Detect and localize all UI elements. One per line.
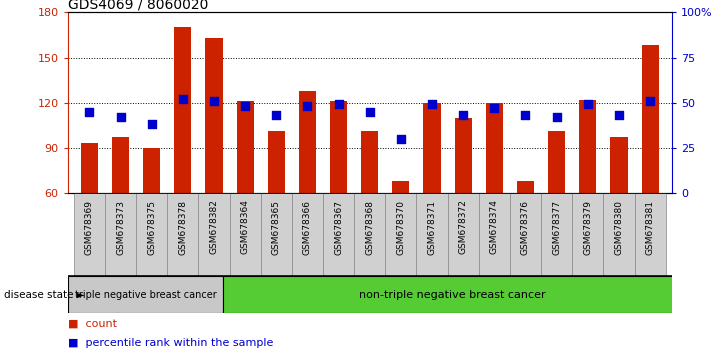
Bar [385,193,417,276]
Point [457,113,469,118]
Text: GSM678378: GSM678378 [178,200,187,255]
Bar [424,103,441,193]
Text: GSM678371: GSM678371 [427,200,437,255]
Point [582,102,594,107]
Bar [448,193,479,276]
Bar [292,193,323,276]
Bar [354,193,385,276]
Bar [237,101,254,193]
Text: GSM678369: GSM678369 [85,200,94,255]
Point [520,113,531,118]
Text: GSM678372: GSM678372 [459,200,468,255]
Bar [579,100,597,193]
Text: GSM678380: GSM678380 [614,200,624,255]
Bar [392,181,410,193]
Text: GSM678368: GSM678368 [365,200,374,255]
Text: GSM678379: GSM678379 [583,200,592,255]
Point [364,109,375,115]
Bar [167,193,198,276]
Text: GSM678375: GSM678375 [147,200,156,255]
Point [208,98,220,104]
Bar [105,193,136,276]
Text: GSM678377: GSM678377 [552,200,561,255]
Text: GSM678374: GSM678374 [490,200,499,255]
Bar [604,193,634,276]
Bar [572,193,604,276]
Bar [479,193,510,276]
Point [644,98,656,104]
Bar [268,131,285,193]
Bar [541,193,572,276]
Bar [174,28,191,193]
Bar [81,143,98,193]
Point [146,121,157,127]
Bar [641,45,658,193]
Text: ■  count: ■ count [68,319,117,329]
Text: disease state ►: disease state ► [4,290,85,300]
Bar [510,193,541,276]
Text: GDS4069 / 8060020: GDS4069 / 8060020 [68,0,208,11]
Bar [198,193,230,276]
Bar [517,181,534,193]
Text: GSM678381: GSM678381 [646,200,655,255]
Bar [634,193,665,276]
Text: ■  percentile rank within the sample: ■ percentile rank within the sample [68,338,273,348]
Text: GSM678366: GSM678366 [303,200,312,255]
Point [240,103,251,109]
Bar [486,103,503,193]
Bar [205,38,223,193]
Bar [261,193,292,276]
Point [488,105,500,111]
Bar [223,276,681,313]
Bar [330,101,347,193]
Point [177,96,188,102]
Text: GSM678370: GSM678370 [396,200,405,255]
Bar [454,118,471,193]
Bar [143,148,160,193]
Bar [299,91,316,193]
Bar [548,131,565,193]
Text: triple negative breast cancer: triple negative breast cancer [75,290,216,300]
Bar [136,193,167,276]
Point [333,102,344,107]
Point [301,103,313,109]
Point [427,102,438,107]
Bar [112,137,129,193]
Point [84,109,95,115]
Point [114,114,126,120]
Bar [230,193,261,276]
Text: non-triple negative breast cancer: non-triple negative breast cancer [359,290,545,300]
Text: GSM678367: GSM678367 [334,200,343,255]
Point [395,136,407,142]
Bar [610,137,628,193]
Point [614,113,625,118]
Bar [323,193,354,276]
Text: GSM678364: GSM678364 [240,200,250,255]
Point [271,113,282,118]
Bar [417,193,448,276]
Point [551,114,562,120]
Text: GSM678365: GSM678365 [272,200,281,255]
Text: GSM678382: GSM678382 [210,200,218,255]
Text: GSM678376: GSM678376 [521,200,530,255]
Bar [361,131,378,193]
Text: GSM678373: GSM678373 [116,200,125,255]
Bar [74,193,105,276]
Bar [68,276,223,313]
